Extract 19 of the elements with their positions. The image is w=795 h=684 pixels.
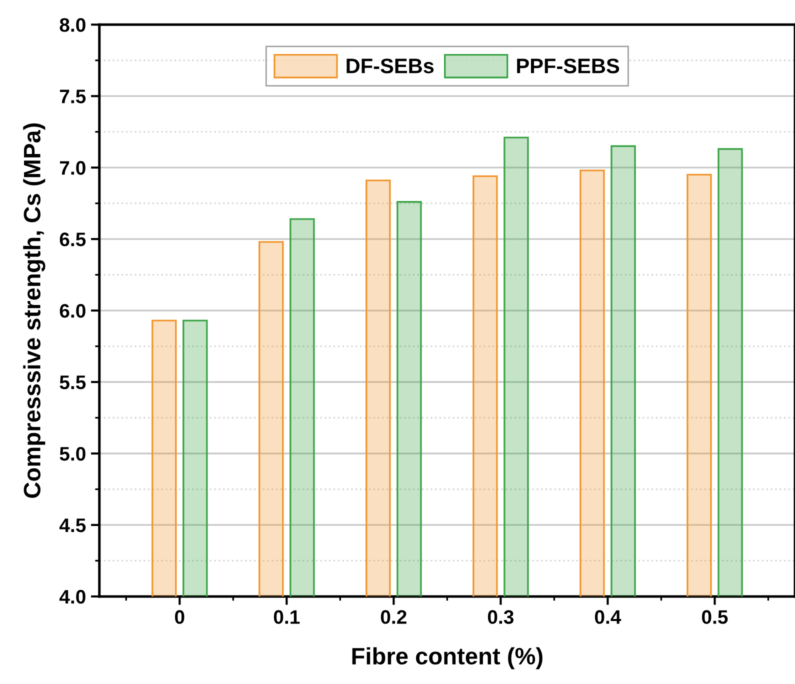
y-tick-label: 6.5 (60, 232, 86, 246)
x-tick-label: 0.1 (274, 610, 300, 624)
y-axis-title: Compresssive strength, Cs (MPa) (23, 123, 46, 498)
y-tick-label: 5.0 (60, 446, 86, 461)
x-tick-label: 0.3 (488, 610, 514, 624)
y-tick-label: 6.0 (60, 304, 86, 318)
legend-label: PPF-SEBS (517, 58, 620, 74)
y-tick-label: 8.0 (60, 18, 86, 32)
y-tick-label: 5.5 (60, 376, 86, 390)
y-tick-label: 7.5 (60, 90, 86, 104)
x-tick-label: 0.4 (594, 610, 622, 624)
x-tick-label: 0.2 (380, 610, 406, 624)
y-tick-label: 4.0 (59, 590, 86, 604)
x-tick-label: 0.5 (702, 610, 728, 624)
y-tick-label: 7.0 (60, 161, 86, 175)
legend-label: DF-SEBs (346, 58, 434, 74)
x-axis-title: Fibre content (%) (352, 647, 542, 670)
y-tick-label: 4.5 (59, 518, 86, 532)
x-tick-label: 0 (175, 610, 184, 624)
